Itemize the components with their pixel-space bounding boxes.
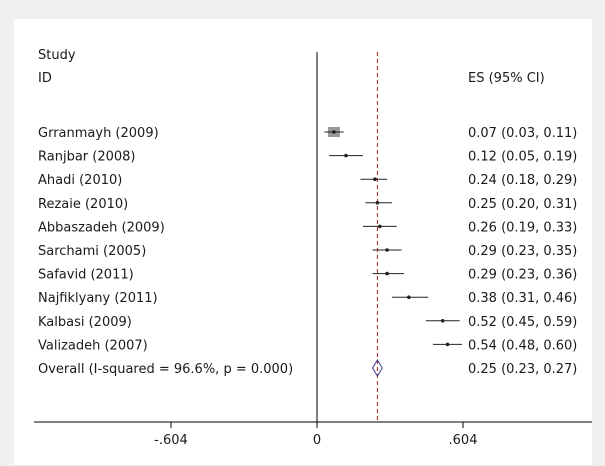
overall-row: Overall (I-squared = 96.6%, p = 0.000) 0.… <box>38 359 577 377</box>
study-row: Ranjbar (2008) 0.12 (0.05, 0.19) <box>38 150 577 165</box>
header-es: ES (95% CI) <box>468 71 545 86</box>
study-name: Ahadi (2010) <box>38 173 122 188</box>
study-row: Grranmayh (2009) 0.07 (0.03, 0.11) <box>38 126 577 141</box>
forest-plot-svg: Study ID ES (95% CI) Grranmayh (2009) 0.0… <box>34 48 592 448</box>
study-es-text: 0.24 (0.18, 0.29) <box>468 173 577 188</box>
study-row: Sarchami (2005) 0.29 (0.23, 0.35) <box>38 244 577 259</box>
study-row: Valizadeh (2007) 0.54 (0.48, 0.60) <box>38 338 577 353</box>
study-point <box>385 271 389 276</box>
study-es-text: 0.26 (0.19, 0.33) <box>468 220 577 235</box>
study-es-text: 0.12 (0.05, 0.19) <box>468 150 577 165</box>
study-point <box>378 224 382 229</box>
overall-es-text: 0.25 (0.23, 0.27) <box>468 362 577 377</box>
study-row: Ahadi (2010) 0.24 (0.18, 0.29) <box>38 173 577 188</box>
x-tick-label: 0 <box>313 433 321 448</box>
study-rows: Grranmayh (2009) 0.07 (0.03, 0.11) Ranjbar… <box>38 52 577 422</box>
study-row: Rezaie (2010) 0.25 (0.20, 0.31) <box>38 197 577 212</box>
study-point <box>445 342 450 347</box>
study-row: Safavid (2011) 0.29 (0.23, 0.36) <box>38 268 577 283</box>
study-name: Valizadeh (2007) <box>38 338 148 353</box>
study-name: Kalbasi (2009) <box>38 315 132 330</box>
study-row: Abbaszadeh (2009) 0.26 (0.19, 0.33) <box>38 220 577 235</box>
study-row: Najfiklyany (2011) 0.38 (0.31, 0.46) <box>38 291 577 306</box>
study-point <box>332 130 336 134</box>
study-name: Najfiklyany (2011) <box>38 291 158 306</box>
study-es-text: 0.25 (0.20, 0.31) <box>468 197 577 212</box>
forest-plot: Study ID ES (95% CI) Grranmayh (2009) 0.0… <box>14 19 592 465</box>
study-row: Kalbasi (2009) 0.52 (0.45, 0.59) <box>38 315 577 330</box>
study-es-text: 0.38 (0.31, 0.46) <box>468 291 577 306</box>
header: Study ID ES (95% CI) <box>38 48 545 86</box>
study-name: Safavid (2011) <box>38 268 134 283</box>
x-tick-label: .604 <box>449 433 478 448</box>
study-es-text: 0.29 (0.23, 0.36) <box>468 268 577 283</box>
study-point <box>407 295 411 300</box>
x-tick-label: -.604 <box>154 433 188 448</box>
study-es-text: 0.52 (0.45, 0.59) <box>468 315 577 330</box>
study-name: Abbaszadeh (2009) <box>38 220 165 235</box>
study-name: Ranjbar (2008) <box>38 150 136 165</box>
study-name: Rezaie (2010) <box>38 197 128 212</box>
study-name: Sarchami (2005) <box>38 244 146 259</box>
x-axis-ticks: -.604 0 .604 <box>154 422 477 448</box>
study-es-text: 0.07 (0.03, 0.11) <box>468 126 577 141</box>
study-point <box>440 319 445 323</box>
header-id: ID <box>38 71 52 86</box>
overall-label: Overall (I-squared = 96.6%, p = 0.000) <box>38 362 293 377</box>
header-study: Study <box>38 48 76 63</box>
study-name: Grranmayh (2009) <box>38 126 159 141</box>
study-point <box>375 201 380 205</box>
study-es-text: 0.29 (0.23, 0.35) <box>468 244 577 259</box>
study-point <box>344 153 348 158</box>
study-point <box>385 248 389 252</box>
study-es-text: 0.54 (0.48, 0.60) <box>468 338 577 353</box>
study-point <box>373 177 377 181</box>
overall-diamond <box>372 359 383 377</box>
